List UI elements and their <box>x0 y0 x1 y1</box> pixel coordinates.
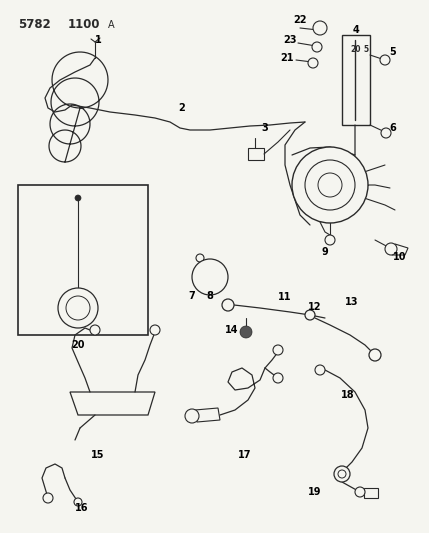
Circle shape <box>312 42 322 52</box>
Circle shape <box>292 147 368 223</box>
Text: 5: 5 <box>390 47 396 57</box>
Text: 23: 23 <box>283 35 297 45</box>
Circle shape <box>369 349 381 361</box>
Text: 7: 7 <box>189 291 195 301</box>
Circle shape <box>313 21 327 35</box>
Circle shape <box>273 373 283 383</box>
Circle shape <box>222 299 234 311</box>
Circle shape <box>325 235 335 245</box>
Circle shape <box>308 58 318 68</box>
Bar <box>342 35 370 125</box>
Circle shape <box>192 259 228 295</box>
Circle shape <box>196 254 204 262</box>
Text: 4: 4 <box>353 25 360 35</box>
Circle shape <box>75 195 81 201</box>
Circle shape <box>338 470 346 478</box>
Text: 2: 2 <box>178 103 185 113</box>
Circle shape <box>380 55 390 65</box>
Text: 22: 22 <box>293 15 307 25</box>
Text: 21: 21 <box>280 53 294 63</box>
Bar <box>364 488 378 498</box>
Circle shape <box>66 296 90 320</box>
Text: 14: 14 <box>225 325 239 335</box>
Circle shape <box>334 466 350 482</box>
Circle shape <box>315 365 325 375</box>
Text: 20: 20 <box>71 340 85 350</box>
Text: 9: 9 <box>322 247 328 257</box>
Bar <box>248 148 264 160</box>
Circle shape <box>318 173 342 197</box>
Text: 5: 5 <box>363 45 369 54</box>
Text: 10: 10 <box>393 252 407 262</box>
Circle shape <box>305 160 355 210</box>
Text: 19: 19 <box>308 487 322 497</box>
Bar <box>18 185 148 335</box>
Text: 18: 18 <box>341 390 355 400</box>
Text: 8: 8 <box>206 291 214 301</box>
Circle shape <box>43 493 53 503</box>
Text: 13: 13 <box>345 297 359 307</box>
Circle shape <box>58 288 98 328</box>
Text: A: A <box>108 20 115 30</box>
Text: 12: 12 <box>308 302 322 312</box>
Circle shape <box>273 345 283 355</box>
Circle shape <box>240 326 252 338</box>
Circle shape <box>74 498 82 506</box>
Circle shape <box>185 409 199 423</box>
Text: 16: 16 <box>75 503 89 513</box>
Circle shape <box>305 310 315 320</box>
Circle shape <box>150 325 160 335</box>
Text: 1100: 1100 <box>68 18 100 31</box>
Text: 20: 20 <box>351 45 361 54</box>
Text: 15: 15 <box>91 450 105 460</box>
Text: 3: 3 <box>262 123 269 133</box>
Text: 6: 6 <box>390 123 396 133</box>
Text: 11: 11 <box>278 292 292 302</box>
Circle shape <box>355 487 365 497</box>
Circle shape <box>381 128 391 138</box>
Text: 17: 17 <box>238 450 252 460</box>
Text: 5782: 5782 <box>18 18 51 31</box>
Circle shape <box>385 243 397 255</box>
Text: 1: 1 <box>95 35 101 45</box>
Circle shape <box>90 325 100 335</box>
